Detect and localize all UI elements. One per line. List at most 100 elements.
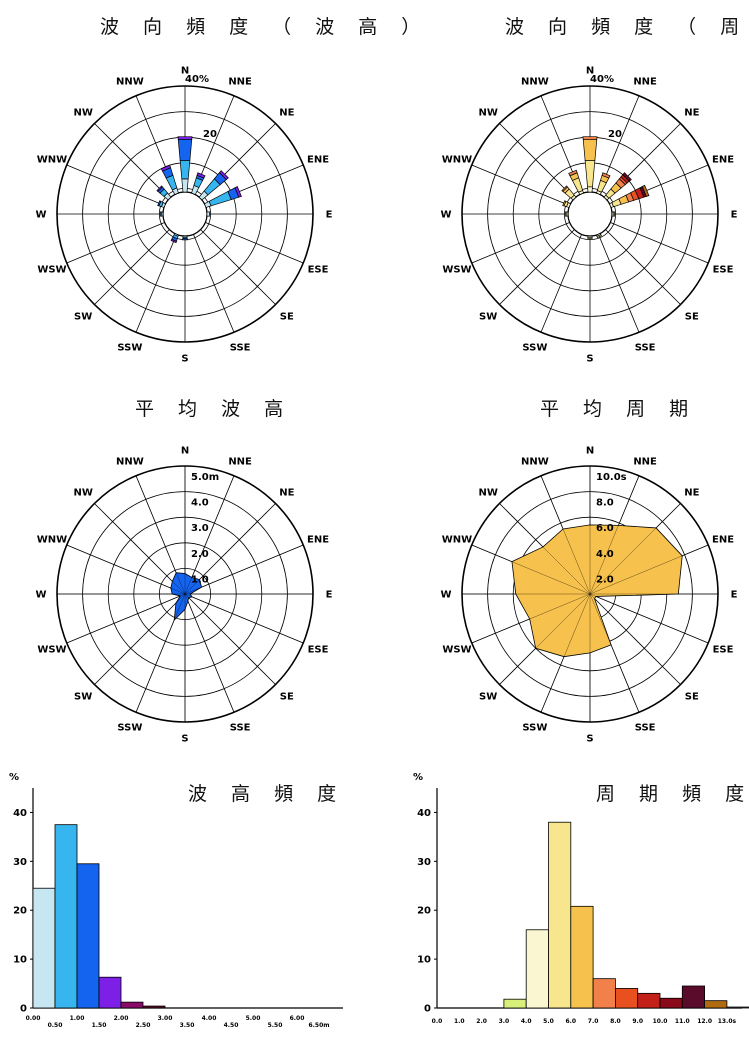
rose-bar-segment [601, 172, 611, 179]
direction-label: WNW [442, 154, 472, 165]
radial-tick-label: 5.0m [191, 472, 219, 483]
radial-max-label: 40% [590, 74, 614, 85]
grid-spoke-overlay [589, 503, 681, 595]
direction-label: SSW [522, 723, 547, 734]
x-tick-label: 4.00 [202, 1015, 217, 1022]
direction-label: SSE [230, 343, 251, 354]
grid-spoke-overlay [184, 475, 235, 595]
direction-label: NE [279, 108, 294, 119]
radial-tick-label: 4.0 [596, 549, 614, 560]
direction-label: NNW [521, 76, 549, 87]
radial-tick-label: 2.0 [596, 574, 614, 585]
rose-bar-segment [170, 238, 177, 244]
y-tick-label: 10 [13, 955, 27, 966]
direction-label: WSW [37, 265, 66, 276]
direction-label: NW [73, 108, 92, 119]
direction-label: W [35, 210, 46, 221]
direction-label: WNW [37, 154, 67, 165]
direction-label: W [35, 590, 46, 601]
direction-label: SSW [117, 723, 142, 734]
x-tick-label: 4.50 [224, 1022, 239, 1029]
direction-label: SW [479, 691, 497, 702]
rose-bar-segment [565, 211, 568, 217]
direction-label: SW [74, 311, 92, 322]
grid-spoke-overlay [589, 593, 681, 685]
x-tick-label: 0.50 [48, 1022, 63, 1029]
direction-label: NNW [116, 76, 144, 87]
rose-bar-segment [562, 200, 567, 207]
x-tick-label: 9.0 [632, 1018, 643, 1025]
histogram-bar [120, 1001, 144, 1009]
histogram-bar [637, 992, 661, 1009]
rose-bar-segment [218, 170, 229, 181]
x-tick-label: 1.00 [70, 1015, 85, 1022]
direction-label: NNE [633, 456, 657, 467]
direction-label: NNW [521, 456, 549, 467]
direction-label: ESE [713, 645, 734, 656]
x-tick-label: 6.50m [308, 1022, 329, 1029]
direction-label: SE [280, 311, 294, 322]
direction-label: NE [684, 488, 699, 499]
rose-height-title: 波 向 頻 度 （ 波 高 ） [100, 16, 429, 38]
y-axis-label: % [9, 772, 19, 783]
grid-spoke-overlay [135, 475, 186, 595]
direction-label: SSE [230, 723, 251, 734]
rose-bar-segment [177, 138, 193, 161]
direction-label: NE [684, 108, 699, 119]
y-tick-label: 10 [417, 955, 431, 966]
direction-label: WSW [37, 645, 66, 656]
direction-label: SE [685, 691, 699, 702]
y-tick-label: 0 [20, 1004, 27, 1015]
radial-tick-label: 3.0 [191, 523, 209, 534]
rose-bar-segment [596, 234, 602, 239]
x-tick-label: 8.0 [610, 1018, 621, 1025]
direction-label: ENE [712, 154, 734, 165]
histogram-bar [503, 998, 527, 1009]
x-tick-label: 5.00 [246, 1015, 261, 1022]
rose-bar-segment [612, 211, 615, 217]
radial-tick-label: 2.0 [191, 549, 209, 560]
direction-label: N [586, 446, 594, 457]
direction-label: SSW [117, 343, 142, 354]
histogram-bar [615, 988, 639, 1009]
grid-spoke-overlay [540, 593, 591, 713]
grid-spoke-overlay [471, 544, 591, 595]
rose-bar-segment [234, 186, 242, 198]
direction-label: NNE [228, 76, 252, 87]
grid-spoke-overlay [66, 544, 186, 595]
x-tick-label: 13.0s [718, 1018, 737, 1025]
direction-label: S [586, 734, 593, 745]
histogram-bar [659, 997, 683, 1009]
rose-bar-segment [582, 138, 598, 161]
x-tick-label: 6.00 [290, 1015, 305, 1022]
histogram-bar [704, 1000, 728, 1009]
radial-tick-label: 4.0 [191, 498, 209, 509]
hist-period-title: 周 期 頻 度 [596, 783, 749, 805]
radial-tick-label: 20 [203, 129, 217, 140]
x-tick-label: 3.00 [158, 1015, 173, 1022]
grid-spoke-overlay [589, 544, 709, 595]
radial-tick-label: 20 [608, 129, 622, 140]
direction-label: SSE [635, 343, 656, 354]
y-tick-label: 30 [13, 857, 27, 868]
radial-tick-label: 6.0 [596, 523, 614, 534]
x-tick-label: 6.0 [565, 1018, 576, 1025]
direction-label: NNW [116, 456, 144, 467]
histogram-bar [32, 887, 56, 1009]
histogram-bar [98, 976, 122, 1009]
rose-bar-segment [582, 136, 598, 140]
direction-label: NW [478, 108, 497, 119]
histogram-bar [525, 929, 549, 1009]
x-tick-label: 12.0 [697, 1018, 712, 1025]
grid-spoke-overlay [499, 503, 591, 595]
rose-period-title: 波 向 頻 度 （ 周 期 ） [505, 16, 749, 38]
grid-spoke-overlay [184, 593, 276, 685]
direction-label: ENE [307, 534, 329, 545]
direction-label: ENE [307, 154, 329, 165]
direction-label: ESE [308, 645, 329, 656]
rose-bar-segment [622, 172, 632, 182]
histogram-bar [726, 1006, 749, 1009]
radar-area [511, 524, 683, 658]
mean-period-title: 平 均 周 期 [540, 398, 697, 420]
direction-label: N [181, 66, 189, 77]
